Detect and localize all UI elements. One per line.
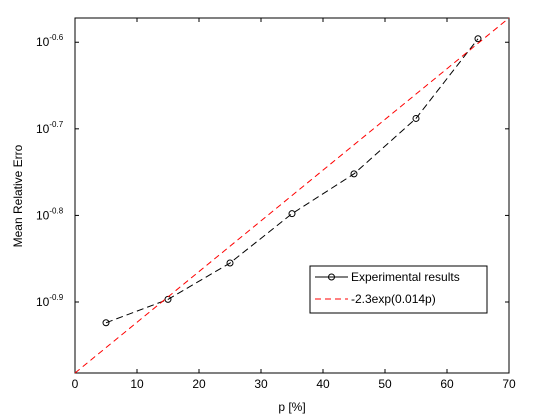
x-axis-ticks: 0 10 20 30 40 50 60 70 xyxy=(72,18,516,391)
x-tick-label: 10 xyxy=(130,377,144,391)
y-tick-label: 10-0.6 xyxy=(36,33,64,49)
series-layer xyxy=(74,17,510,374)
x-tick-label: 40 xyxy=(316,377,330,391)
data-point-marker xyxy=(412,114,420,122)
y-tick-label: 10-0.7 xyxy=(36,120,64,136)
legend-box xyxy=(309,265,488,314)
x-tick-label: 70 xyxy=(502,377,516,391)
legend-label-fit: -2.3exp(0.014p) xyxy=(351,292,436,306)
y-tick-label: 10-0.9 xyxy=(36,293,64,309)
y-axis-label: Mean Relative Erro xyxy=(11,144,25,247)
y-tick-label: 10-0.8 xyxy=(36,206,64,222)
x-tick-label: 60 xyxy=(440,377,454,391)
data-point-marker xyxy=(102,319,110,327)
data-point-marker xyxy=(474,35,482,43)
legend-label-experimental: Experimental results xyxy=(351,270,460,284)
data-point-marker xyxy=(226,259,234,267)
x-tick-label: 20 xyxy=(192,377,206,391)
data-point-marker xyxy=(350,170,358,178)
x-tick-label: 0 xyxy=(72,377,79,391)
x-axis-label: p [%] xyxy=(278,400,305,414)
data-point-marker xyxy=(288,210,296,218)
x-tick-label: 30 xyxy=(254,377,268,391)
fit-line xyxy=(74,17,510,374)
experimental-results-line xyxy=(105,38,479,324)
x-tick-label: 50 xyxy=(378,377,392,391)
legend-marker-experimental xyxy=(328,273,335,281)
legend: Experimental results -2.3exp(0.014p) xyxy=(309,265,488,314)
y-axis-ticks: 10-0.9 10-0.8 10-0.7 10-0.6 xyxy=(36,33,509,309)
